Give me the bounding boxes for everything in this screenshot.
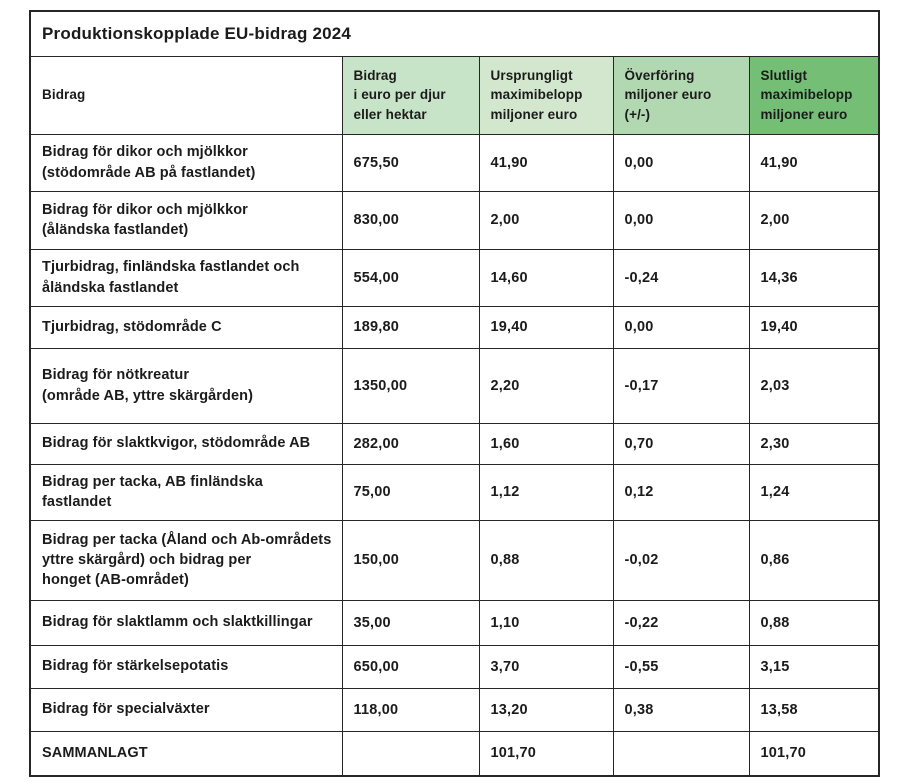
row-label: Bidrag per tacka (Åland och Ab-områdets … <box>29 519 343 601</box>
value-cell: 2,30 <box>748 422 880 465</box>
value-cell: 14,36 <box>748 248 880 307</box>
eu-subsidies-table-container: Produktionskopplade EU-bidrag 2024 Bidra… <box>29 10 881 777</box>
value-cell: 2,03 <box>748 347 880 424</box>
table-row: Bidrag för dikor och mjölkkor (stödområd… <box>29 133 880 192</box>
column-header-bidrag: Bidrag <box>29 55 343 135</box>
value-cell: 1350,00 <box>341 347 480 424</box>
value-cell: 35,00 <box>341 599 480 646</box>
value-cell: -0,17 <box>612 347 750 424</box>
value-cell: -0,55 <box>612 644 750 689</box>
value-cell: 41,90 <box>478 133 614 192</box>
row-label: Bidrag för dikor och mjölkkor (stödområd… <box>29 133 343 192</box>
page-title: Produktionskopplade EU-bidrag 2024 <box>29 10 880 57</box>
row-label: Bidrag för slaktkvigor, stödområde AB <box>29 422 343 465</box>
value-cell: 650,00 <box>341 644 480 689</box>
table-row: Tjurbidrag, finländska fastlandet och ål… <box>29 248 880 307</box>
value-cell: -0,24 <box>612 248 750 307</box>
value-cell: 1,10 <box>478 599 614 646</box>
column-header-ursprungligt-maximibelopp: Ursprungligt maximibelopp miljoner euro <box>478 55 614 135</box>
value-cell: 0,00 <box>612 305 750 349</box>
value-cell <box>612 730 750 777</box>
row-label: Bidrag per tacka, AB finländska fastland… <box>29 463 343 521</box>
value-cell: 282,00 <box>341 422 480 465</box>
value-cell: 554,00 <box>341 248 480 307</box>
value-cell: 3,70 <box>478 644 614 689</box>
table-row: Bidrag för nötkreatur (område AB, yttre … <box>29 347 880 424</box>
value-cell: 118,00 <box>341 687 480 732</box>
table-row: Bidrag för slaktlamm och slaktkillingar … <box>29 599 880 646</box>
value-cell: 0,00 <box>612 133 750 192</box>
value-cell: 675,50 <box>341 133 480 192</box>
value-cell: -0,22 <box>612 599 750 646</box>
table-row: Tjurbidrag, stödområde C 189,80 19,40 0,… <box>29 305 880 349</box>
row-label: Bidrag för dikor och mjölkkor (åländska … <box>29 190 343 250</box>
value-cell: 0,00 <box>612 190 750 250</box>
eu-subsidies-table: Produktionskopplade EU-bidrag 2024 Bidra… <box>29 10 881 777</box>
value-cell: 1,60 <box>478 422 614 465</box>
value-cell: 0,12 <box>612 463 750 521</box>
row-label: Bidrag för stärkelsepotatis <box>29 644 343 689</box>
value-cell: -0,02 <box>612 519 750 601</box>
table-row: Bidrag för specialväxter 118,00 13,20 0,… <box>29 687 880 732</box>
row-label: Bidrag för nötkreatur (område AB, yttre … <box>29 347 343 424</box>
value-cell: 75,00 <box>341 463 480 521</box>
value-cell: 830,00 <box>341 190 480 250</box>
value-cell: 3,15 <box>748 644 880 689</box>
value-cell: 13,58 <box>748 687 880 732</box>
table-row-total: SAMMANLAGT 101,70 101,70 <box>29 730 880 777</box>
value-cell: 1,24 <box>748 463 880 521</box>
value-cell: 101,70 <box>748 730 880 777</box>
value-cell: 19,40 <box>478 305 614 349</box>
value-cell: 0,38 <box>612 687 750 732</box>
value-cell: 1,12 <box>478 463 614 521</box>
value-cell: 19,40 <box>748 305 880 349</box>
row-label: Bidrag för slaktlamm och slaktkillingar <box>29 599 343 646</box>
value-cell: 0,70 <box>612 422 750 465</box>
column-header-slutligt-maximibelopp: Slutligt maximibelopp miljoner euro <box>748 55 880 135</box>
column-header-euro-per-djur: Bidrag i euro per djur eller hektar <box>341 55 480 135</box>
value-cell: 0,88 <box>748 599 880 646</box>
title-row: Produktionskopplade EU-bidrag 2024 <box>29 10 880 57</box>
value-cell: 101,70 <box>478 730 614 777</box>
table-row: Bidrag för dikor och mjölkkor (åländska … <box>29 190 880 250</box>
row-label: Tjurbidrag, finländska fastlandet och ål… <box>29 248 343 307</box>
value-cell: 2,00 <box>478 190 614 250</box>
column-header-overforing: Överföring miljoner euro (+/-) <box>612 55 750 135</box>
value-cell: 150,00 <box>341 519 480 601</box>
value-cell: 13,20 <box>478 687 614 732</box>
header-row: Bidrag Bidrag i euro per djur eller hekt… <box>29 55 880 135</box>
value-cell: 14,60 <box>478 248 614 307</box>
table-row: Bidrag för slaktkvigor, stödområde AB 28… <box>29 422 880 465</box>
table-row: Bidrag per tacka (Åland och Ab-områdets … <box>29 519 880 601</box>
value-cell: 0,86 <box>748 519 880 601</box>
row-label: Tjurbidrag, stödområde C <box>29 305 343 349</box>
value-cell: 2,00 <box>748 190 880 250</box>
value-cell: 0,88 <box>478 519 614 601</box>
value-cell: 2,20 <box>478 347 614 424</box>
value-cell: 189,80 <box>341 305 480 349</box>
value-cell: 41,90 <box>748 133 880 192</box>
value-cell <box>341 730 480 777</box>
row-label: Bidrag för specialväxter <box>29 687 343 732</box>
table-row: Bidrag för stärkelsepotatis 650,00 3,70 … <box>29 644 880 689</box>
table-row: Bidrag per tacka, AB finländska fastland… <box>29 463 880 521</box>
row-label-total: SAMMANLAGT <box>29 730 343 777</box>
